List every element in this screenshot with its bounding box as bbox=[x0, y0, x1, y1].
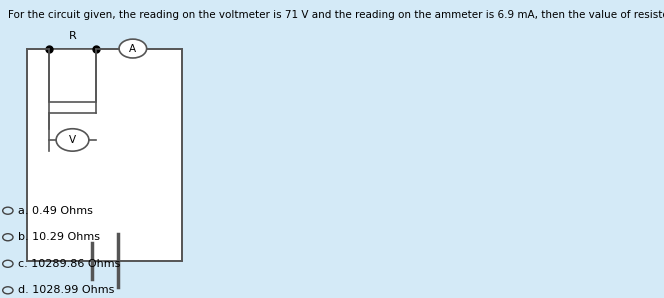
Text: For the circuit given, the reading on the voltmeter is 71 V and the reading on t: For the circuit given, the reading on th… bbox=[8, 10, 664, 20]
Circle shape bbox=[3, 260, 13, 267]
Text: c. 10289.86 Ohms: c. 10289.86 Ohms bbox=[18, 259, 120, 269]
Bar bbox=[27, 49, 183, 261]
Text: A: A bbox=[129, 44, 136, 54]
Circle shape bbox=[3, 207, 13, 214]
Text: V: V bbox=[69, 135, 76, 145]
Circle shape bbox=[56, 129, 89, 151]
Text: R: R bbox=[68, 31, 76, 41]
Text: a. 0.49 Ohms: a. 0.49 Ohms bbox=[18, 206, 93, 216]
Circle shape bbox=[119, 39, 147, 58]
Bar bbox=[48, 49, 96, 102]
Text: b. 10.29 Ohms: b. 10.29 Ohms bbox=[18, 232, 100, 242]
Circle shape bbox=[3, 234, 13, 241]
Circle shape bbox=[3, 287, 13, 294]
Text: d. 1028.99 Ohms: d. 1028.99 Ohms bbox=[18, 285, 114, 295]
